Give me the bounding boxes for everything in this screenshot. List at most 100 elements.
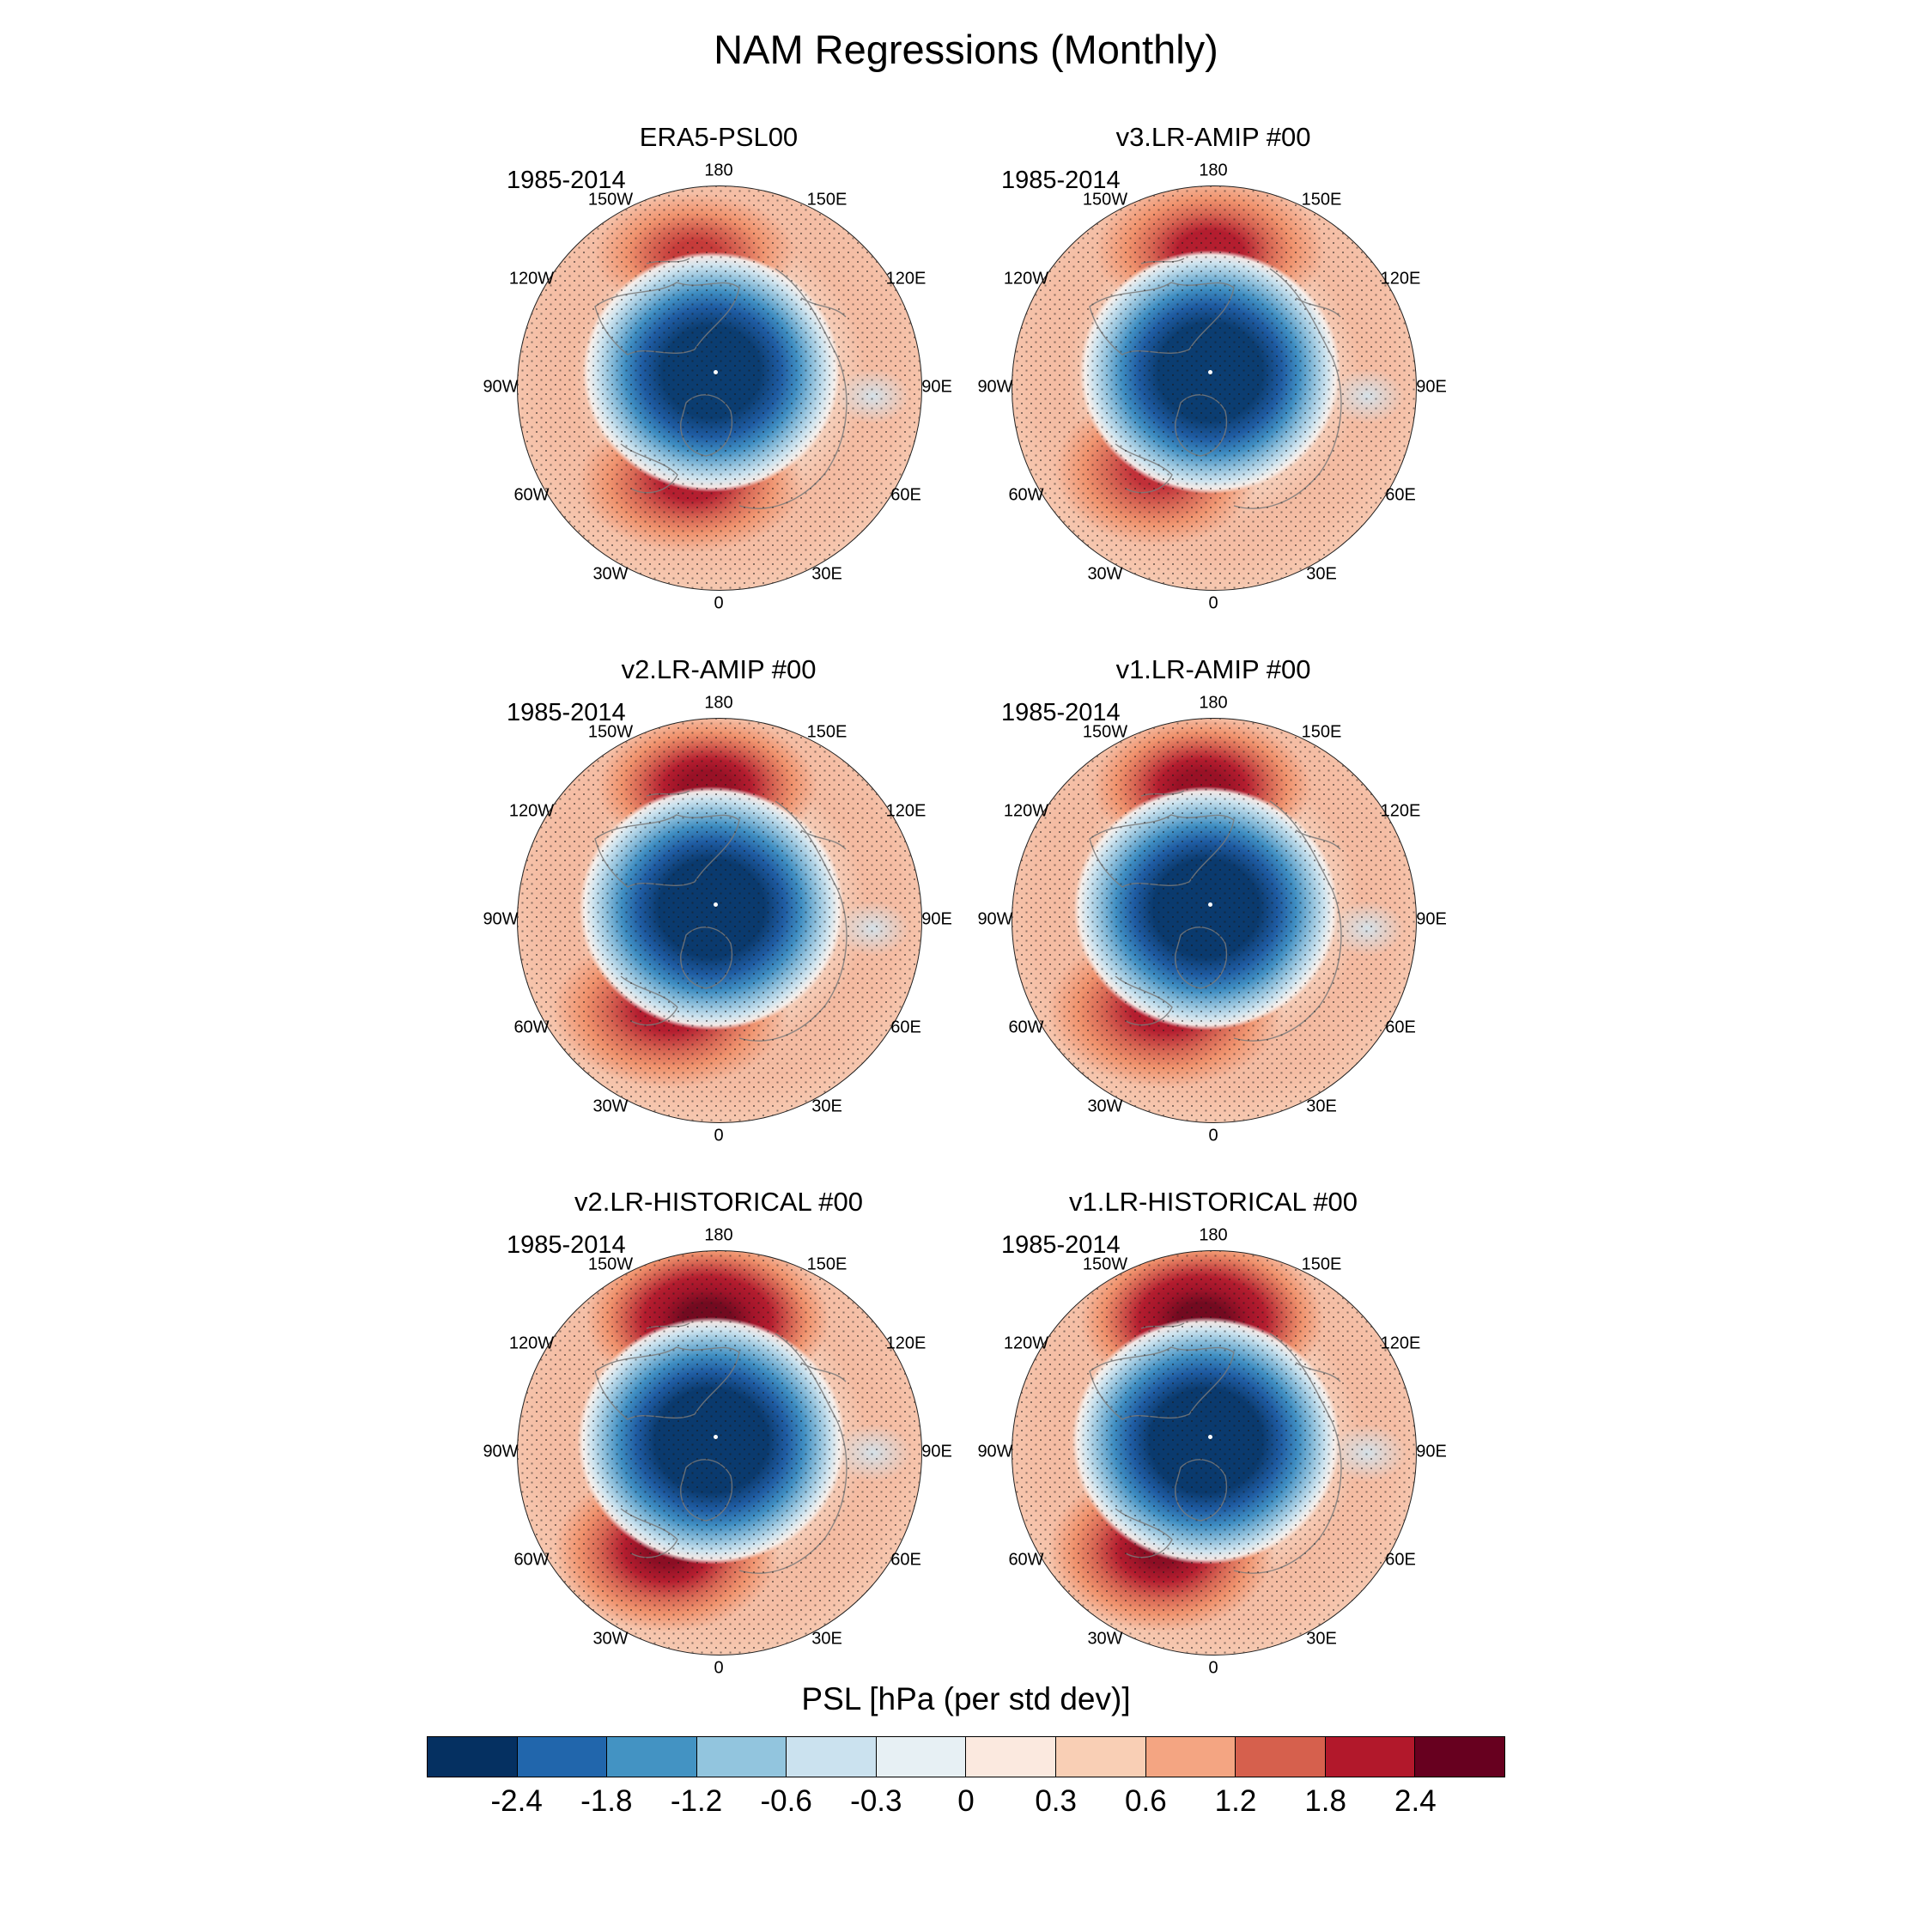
lon-label: 150E <box>806 190 848 210</box>
map-panel-v1-amip: v1.LR-AMIP #00 1985-2014 180 150E 120E 9… <box>966 653 1461 1185</box>
colorbar-segment <box>965 1737 1056 1777</box>
lon-label: 150W <box>1082 722 1128 742</box>
pole-marker <box>714 1435 719 1440</box>
panel-title: v1.LR-HISTORICAL #00 <box>1069 1187 1358 1217</box>
lon-label: 120W <box>1003 1334 1049 1353</box>
lon-label: 180 <box>704 693 733 713</box>
lon-label: 0 <box>1208 1658 1218 1678</box>
colorbar-tick-label: 1.2 <box>1214 1784 1257 1818</box>
lon-label: 120E <box>885 269 927 289</box>
lon-label: 90W <box>483 909 519 929</box>
lon-label: 0 <box>1208 1126 1218 1145</box>
lon-label: 30W <box>1087 564 1123 584</box>
lon-label: 30W <box>592 1629 629 1649</box>
polar-map: 1985-2014 180 150E 120E 90E 60E 30E 0 30… <box>977 160 1446 615</box>
stippling-dots <box>518 1251 921 1655</box>
map-panel-v1-historical: v1.LR-HISTORICAL #00 1985-2014 180 150E … <box>966 1185 1461 1717</box>
polar-map: 1985-2014 180 150E 120E 90E 60E 30E 0 30… <box>483 160 951 615</box>
figure-title: NAM Regressions (Monthly) <box>714 27 1218 72</box>
lon-label: 180 <box>704 161 733 180</box>
colorbar-title: PSL [hPa (per std dev)] <box>801 1681 1131 1716</box>
lon-label: 0 <box>714 593 724 613</box>
lon-label: 120W <box>508 1334 555 1353</box>
lon-label: 150E <box>1301 190 1342 210</box>
map-globe <box>1012 1250 1417 1656</box>
lon-label: 120E <box>885 801 927 821</box>
stippling-dots <box>518 719 921 1122</box>
pole-marker <box>714 370 719 375</box>
pole-marker <box>1208 1435 1213 1440</box>
colorbar-segment <box>516 1737 607 1777</box>
colorbar-segment <box>875 1737 966 1777</box>
lon-label: 60E <box>890 1018 921 1037</box>
lon-label: 150W <box>1082 1255 1128 1274</box>
lon-label: 180 <box>704 1225 733 1245</box>
colorbar-tick-label: 0.6 <box>1125 1784 1167 1818</box>
period-label: 1985-2014 <box>1001 167 1121 194</box>
colorbar-tick-label: -1.2 <box>670 1784 723 1818</box>
lon-label: 30W <box>1087 1097 1123 1116</box>
colorbar-tick-label: -0.3 <box>850 1784 902 1818</box>
lon-label: 60W <box>513 1550 550 1570</box>
lon-label: 150E <box>1301 1255 1342 1274</box>
lon-label: 180 <box>1199 161 1228 180</box>
period-label: 1985-2014 <box>507 167 626 194</box>
colorbar-tick-label: -1.8 <box>580 1784 633 1818</box>
lon-label: 150W <box>587 722 634 742</box>
lon-label: 60E <box>890 485 921 505</box>
lon-label: 90E <box>1416 1442 1447 1461</box>
colorbar-ticks: -2.4 -1.8 -1.2 -0.6 -0.3 0 0.3 0.6 1.2 1… <box>427 1784 1505 1822</box>
lon-label: 90E <box>921 909 952 929</box>
lon-label: 150W <box>1082 190 1128 210</box>
lon-label: 0 <box>714 1658 724 1678</box>
polar-map: 1985-2014 180 150E 120E 90E 60E 30E 0 30… <box>483 1224 951 1680</box>
lon-label: 120W <box>1003 269 1049 289</box>
lon-label: 90W <box>977 1442 1013 1461</box>
stippling-dots <box>518 186 921 590</box>
lon-label: 150E <box>806 1255 848 1274</box>
lon-label: 150W <box>587 190 634 210</box>
map-panel-v2-historical: v2.LR-HISTORICAL #00 1985-2014 180 150E … <box>471 1185 966 1717</box>
map-globe <box>517 1250 922 1656</box>
pole-marker <box>714 902 719 908</box>
lon-label: 90W <box>483 377 519 397</box>
polar-map: 1985-2014 180 150E 120E 90E 60E 30E 0 30… <box>483 692 951 1147</box>
lon-label: 150E <box>1301 722 1342 742</box>
map-globe <box>1012 718 1417 1123</box>
lon-label: 90E <box>1416 377 1447 397</box>
lon-label: 120E <box>1380 801 1421 821</box>
lon-label: 60W <box>1008 485 1044 505</box>
stippling-dots <box>1012 186 1416 590</box>
panel-title: v2.LR-AMIP #00 <box>621 654 817 684</box>
colorbar-segment <box>606 1737 696 1777</box>
lon-label: 60W <box>1008 1550 1044 1570</box>
colorbar <box>427 1736 1505 1777</box>
lon-label: 60E <box>1385 1018 1416 1037</box>
colorbar-tick-label: 1.8 <box>1304 1784 1346 1818</box>
colorbar-segment <box>428 1737 517 1777</box>
colorbar-tick-label: 2.4 <box>1394 1784 1437 1818</box>
panel-title: v3.LR-AMIP #00 <box>1115 122 1311 152</box>
map-globe <box>517 718 922 1123</box>
lon-label: 150E <box>806 722 848 742</box>
lon-label: 30W <box>592 1097 629 1116</box>
lon-label: 30E <box>811 1629 842 1649</box>
stippling-dots <box>1012 1251 1416 1655</box>
lon-label: 120W <box>508 801 555 821</box>
map-panel-era5: ERA5-PSL00 1985-2014 180 150E 120E 90E 6… <box>471 120 966 653</box>
stippling-dots <box>1012 719 1416 1122</box>
lon-label: 0 <box>714 1126 724 1145</box>
colorbar-tick-label: 0.3 <box>1035 1784 1077 1818</box>
lon-label: 30W <box>1087 1629 1123 1649</box>
lon-label: 90W <box>483 1442 519 1461</box>
period-label: 1985-2014 <box>507 1231 626 1259</box>
lon-label: 30E <box>1306 1097 1337 1116</box>
colorbar-segment <box>1145 1737 1236 1777</box>
lon-label: 90W <box>977 909 1013 929</box>
lon-label: 180 <box>1199 693 1228 713</box>
lon-label: 60W <box>513 485 550 505</box>
map-globe <box>517 185 922 591</box>
colorbar-segment <box>1414 1737 1504 1777</box>
lon-label: 0 <box>1208 593 1218 613</box>
